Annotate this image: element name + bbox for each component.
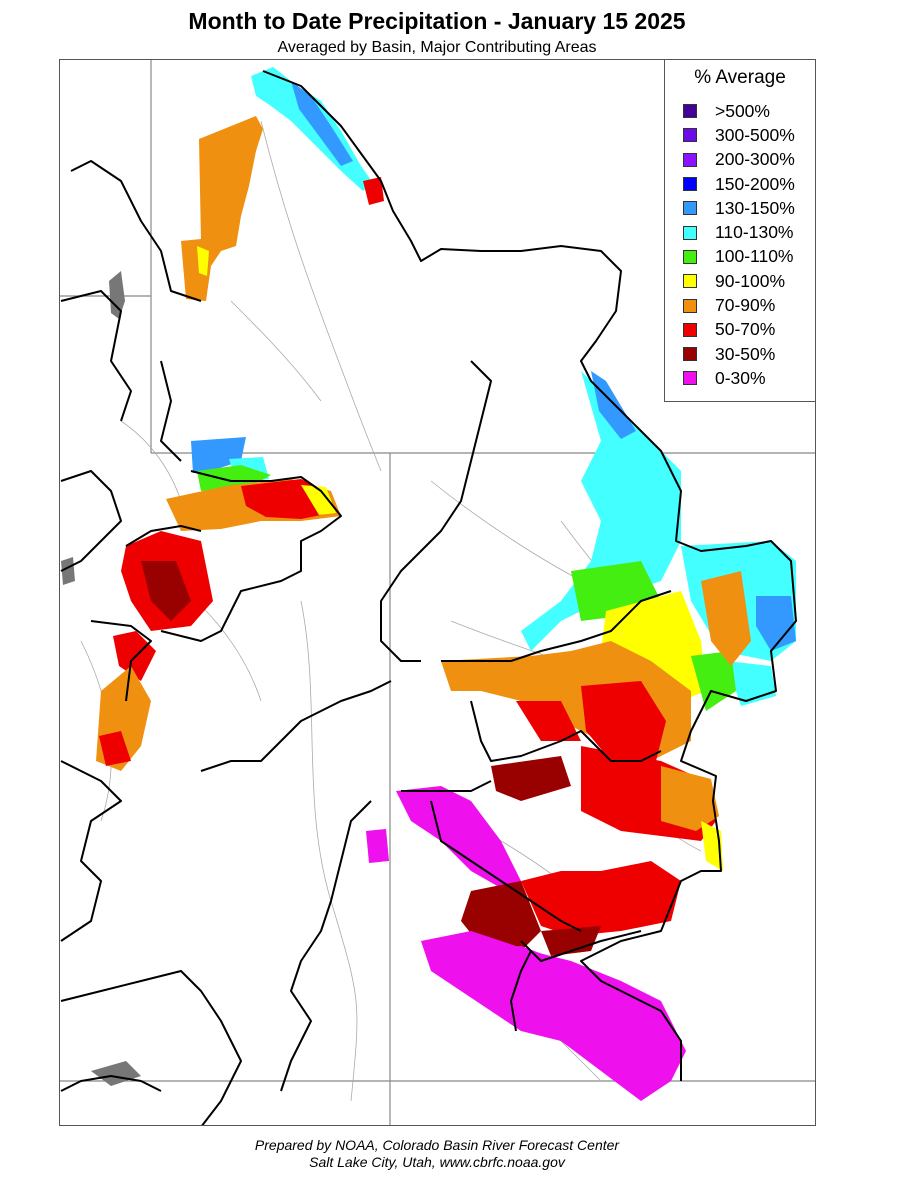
legend-label: 300-500% <box>715 124 795 145</box>
precipitation-areas <box>96 67 796 1101</box>
legend-swatch <box>683 201 697 216</box>
legend-label: 100-110% <box>715 246 794 267</box>
legend-label: 30-50% <box>715 343 776 364</box>
legend-label: >500% <box>715 100 770 121</box>
legend-swatch <box>683 371 697 386</box>
footer-location: Salt Lake City, Utah, www.cbrfc.noaa.gov <box>309 1154 565 1170</box>
legend-item: >500% <box>683 99 795 123</box>
legend-title: % Average <box>694 67 786 88</box>
legend-item: 0-30% <box>683 366 795 390</box>
legend-label: 200-300% <box>715 149 795 170</box>
legend-swatch <box>683 104 697 119</box>
legend: % Average >500% 300-500% 200-300% 150-200% 1… <box>664 59 816 402</box>
legend-item: 50-70% <box>683 318 795 342</box>
legend-item: 100-110% <box>683 245 795 269</box>
legend-item: 30-50% <box>683 342 795 366</box>
legend-swatch <box>683 128 697 143</box>
legend-label: 70-90% <box>715 295 776 316</box>
legend-item: 150-200% <box>683 172 795 196</box>
legend-swatch <box>683 249 697 264</box>
legend-item: 70-90% <box>683 293 795 317</box>
basin-map-svg <box>60 60 815 1125</box>
basin-boundaries <box>60 70 797 1125</box>
legend-item: 90-100% <box>683 269 795 293</box>
legend-item: 130-150% <box>683 196 795 220</box>
legend-item: 200-300% <box>683 148 795 172</box>
lakes <box>61 271 141 1086</box>
legend-label: 150-200% <box>715 173 795 194</box>
legend-swatch <box>683 274 697 289</box>
legend-swatch <box>683 322 697 337</box>
legend-label: 130-150% <box>715 197 795 218</box>
map-subtitle: Averaged by Basin, Major Contributing Ar… <box>277 39 597 56</box>
map-title: Month to Date Precipitation - January 15… <box>188 8 686 34</box>
legend-swatch <box>683 177 697 192</box>
legend-swatch <box>683 152 697 167</box>
legend-item: 110-130% <box>683 220 795 244</box>
footer-credit: Prepared by NOAA, Colorado Basin River F… <box>254 1137 620 1153</box>
legend-label: 0-30% <box>715 367 766 388</box>
legend-swatch <box>683 347 697 362</box>
legend-items: >500% 300-500% 200-300% 150-200% 130-150% 110… <box>683 99 795 391</box>
legend-label: 50-70% <box>715 319 776 340</box>
legend-label: 90-100% <box>715 270 786 291</box>
legend-swatch <box>683 298 697 313</box>
legend-item: 300-500% <box>683 123 795 147</box>
legend-swatch <box>683 225 697 240</box>
state-boundaries <box>60 60 815 1125</box>
legend-label: 110-130% <box>715 222 794 243</box>
